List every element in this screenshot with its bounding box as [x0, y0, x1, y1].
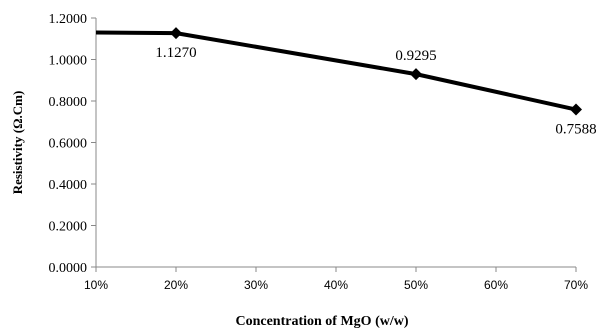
data-label: 0.9295 [395, 48, 436, 64]
x-tick-label: 60% [484, 278, 508, 292]
y-tick-label: 0.0000 [49, 261, 88, 276]
data-label: 0.7588 [555, 122, 596, 138]
data-point-marker [410, 68, 422, 81]
y-tick-label: 0.4000 [49, 178, 88, 193]
x-tick-label: 30% [244, 278, 268, 292]
y-tick-label: 0.8000 [49, 95, 88, 110]
y-axis-title: Resistivity (Ω.Cm) [10, 91, 25, 195]
y-axis-ticks: 0.0000 0.2000 0.4000 0.6000 0.8000 1.0000 1.20… [49, 12, 96, 276]
x-axis-ticks: 10% 20% 30% 40% 50% 60% 70% [84, 267, 588, 292]
x-axis-title: Concentration of MgO (w/w) [235, 314, 408, 329]
x-tick-label: 20% [164, 278, 188, 292]
series-line [95, 30, 577, 112]
x-tick-label: 70% [564, 278, 588, 292]
data-label: 1.1270 [155, 45, 196, 61]
y-tick-label: 1.0000 [49, 54, 88, 69]
data-point-marker [170, 27, 182, 40]
data-point-marker [570, 103, 582, 116]
x-tick-label: 10% [84, 278, 108, 292]
x-tick-label: 50% [404, 278, 428, 292]
data-labels: 1.1270 0.9295 0.7588 [155, 45, 596, 137]
y-tick-label: 0.2000 [49, 220, 88, 235]
x-tick-label: 40% [324, 278, 348, 292]
series-group [95, 27, 582, 116]
y-tick-label: 0.6000 [49, 137, 88, 152]
y-tick-label: 1.2000 [49, 12, 88, 27]
